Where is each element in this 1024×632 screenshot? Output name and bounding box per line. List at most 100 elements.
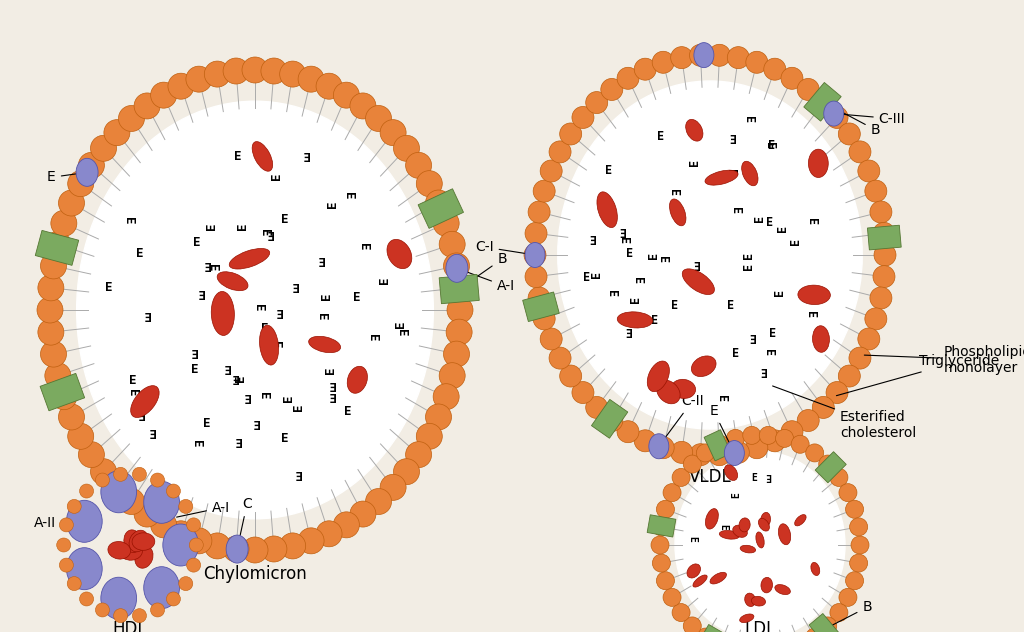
Ellipse shape (76, 159, 98, 186)
Text: E: E (105, 281, 113, 294)
Text: E: E (584, 272, 591, 284)
Bar (40, 374, 85, 411)
Circle shape (870, 287, 892, 309)
Circle shape (41, 341, 67, 367)
Ellipse shape (100, 577, 136, 619)
Circle shape (59, 518, 74, 532)
Circle shape (45, 363, 71, 389)
Circle shape (839, 365, 860, 387)
Text: E: E (394, 320, 407, 328)
Circle shape (664, 588, 681, 606)
Circle shape (350, 93, 376, 119)
Text: E: E (294, 467, 301, 480)
Ellipse shape (252, 142, 272, 171)
Circle shape (103, 475, 130, 501)
Ellipse shape (226, 535, 248, 563)
Circle shape (850, 518, 867, 536)
Circle shape (350, 501, 376, 527)
Circle shape (652, 51, 674, 73)
Circle shape (601, 410, 623, 432)
Text: E: E (233, 150, 242, 163)
Circle shape (114, 467, 128, 482)
Text: E: E (203, 417, 211, 430)
Text: B: B (825, 103, 880, 137)
Circle shape (873, 222, 895, 245)
Circle shape (447, 297, 473, 323)
Text: E: E (135, 246, 143, 260)
Circle shape (132, 609, 146, 623)
Ellipse shape (525, 243, 545, 267)
Ellipse shape (808, 149, 828, 178)
Circle shape (103, 119, 130, 145)
Text: E: E (252, 305, 265, 312)
Text: E: E (129, 374, 137, 387)
Ellipse shape (733, 525, 748, 537)
Text: Chylomicron: Chylomicron (203, 565, 307, 583)
Ellipse shape (163, 524, 199, 566)
Circle shape (586, 396, 607, 418)
Ellipse shape (759, 518, 769, 531)
Circle shape (849, 347, 871, 369)
Text: E: E (716, 395, 728, 402)
Ellipse shape (229, 248, 269, 269)
Text: E: E (605, 289, 617, 297)
Text: A-I: A-I (176, 501, 230, 517)
Text: E: E (270, 173, 283, 180)
Circle shape (242, 537, 268, 563)
Ellipse shape (694, 42, 714, 68)
Ellipse shape (217, 272, 248, 291)
Text: E: E (754, 215, 767, 222)
Ellipse shape (649, 434, 669, 459)
Ellipse shape (143, 482, 179, 523)
Text: E: E (301, 148, 309, 161)
Circle shape (549, 347, 571, 369)
Circle shape (742, 427, 761, 444)
Circle shape (829, 604, 848, 621)
Text: E: E (692, 257, 699, 270)
Circle shape (223, 536, 249, 562)
Text: C-I: C-I (475, 240, 532, 255)
Circle shape (316, 73, 342, 99)
Text: E: E (395, 329, 409, 336)
Circle shape (186, 518, 201, 532)
Circle shape (839, 588, 857, 606)
Bar (867, 225, 901, 250)
Circle shape (417, 171, 442, 197)
Circle shape (726, 429, 744, 447)
Circle shape (242, 57, 268, 83)
Circle shape (41, 253, 67, 279)
Circle shape (781, 67, 803, 89)
Circle shape (525, 222, 547, 245)
Ellipse shape (135, 546, 153, 568)
Circle shape (261, 536, 287, 562)
Text: E: E (122, 217, 135, 224)
Ellipse shape (823, 101, 844, 126)
Circle shape (443, 253, 470, 279)
Text: E: E (605, 164, 612, 177)
Circle shape (651, 536, 669, 554)
Circle shape (168, 73, 194, 99)
Text: E: E (646, 252, 659, 259)
Text: E: E (768, 140, 775, 152)
Circle shape (858, 160, 880, 182)
Circle shape (334, 82, 359, 108)
Ellipse shape (795, 514, 806, 526)
Circle shape (151, 82, 176, 108)
Circle shape (366, 489, 391, 514)
Bar (647, 515, 676, 537)
Text: B: B (462, 252, 507, 288)
Text: E: E (357, 243, 370, 250)
Circle shape (812, 92, 835, 114)
Ellipse shape (744, 593, 756, 607)
Ellipse shape (259, 325, 279, 365)
Circle shape (792, 435, 809, 453)
Circle shape (151, 512, 176, 538)
Text: Phospholipid
monolayer: Phospholipid monolayer (864, 345, 1024, 375)
Circle shape (186, 558, 201, 572)
Circle shape (59, 558, 74, 572)
Circle shape (366, 106, 391, 131)
Circle shape (380, 119, 407, 145)
Circle shape (426, 404, 452, 430)
Circle shape (727, 47, 750, 69)
Circle shape (79, 152, 104, 178)
